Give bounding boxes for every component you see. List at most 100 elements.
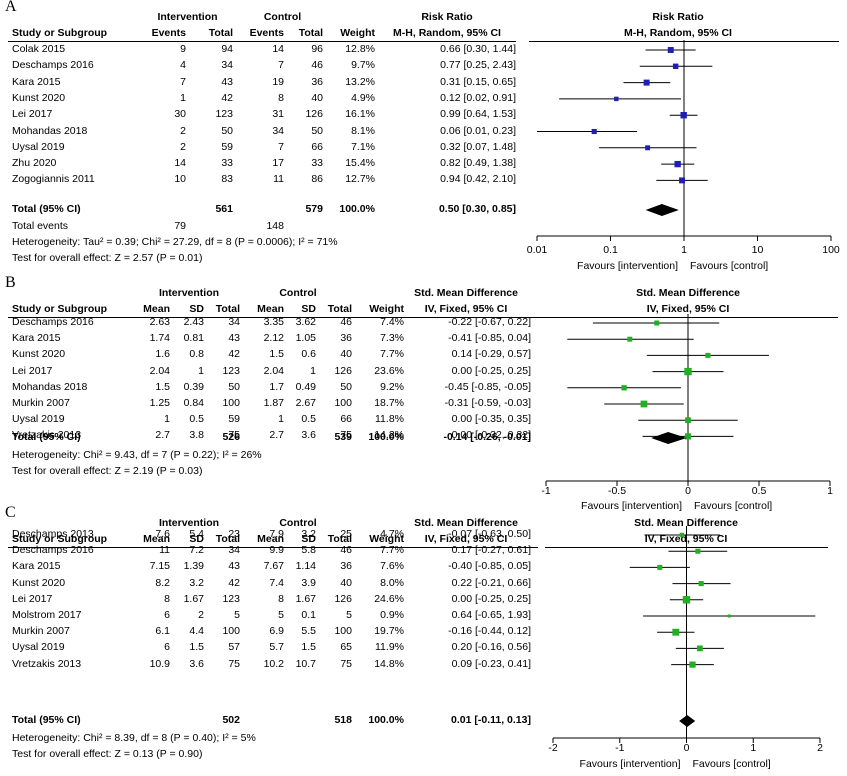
study-cell: 65 — [340, 641, 352, 654]
study-cell: 0.5 — [301, 413, 316, 426]
study-effect-ci: -0.31 [-0.59, -0.03] — [444, 397, 531, 409]
column-header: Mean — [257, 303, 284, 315]
study-cell: 7.4 — [269, 576, 284, 589]
study-cell: 59 — [228, 413, 240, 426]
effect-subheader: IV, Fixed, 95% CI — [424, 533, 508, 545]
total-events-intervention: 79 — [174, 220, 186, 232]
group-header: Intervention — [158, 517, 220, 529]
study-cell: 25 — [340, 528, 352, 540]
effect-square — [657, 564, 663, 570]
study-cell: 1 — [278, 413, 284, 426]
study-cell: 11 — [159, 544, 170, 557]
pooled-effect-diamond — [679, 715, 696, 727]
study-cell: 1.67 — [183, 592, 204, 605]
study-cell: 19.7% — [374, 625, 404, 638]
study-cell: 9.9 — [269, 544, 284, 557]
study-cell: 9 — [180, 43, 186, 55]
study-cell: 40 — [340, 348, 352, 361]
study-cell: 66 — [311, 140, 323, 153]
study-name: Lei 2017 — [12, 364, 53, 377]
study-cell: 75 — [228, 429, 240, 442]
study-cell: 6 — [164, 609, 170, 621]
study-name: Molstrom 2017 — [12, 609, 82, 621]
study-cell: 123 — [222, 592, 240, 605]
column-header: Total — [298, 27, 323, 39]
study-cell: 7.7% — [380, 348, 404, 361]
effect-square — [695, 548, 701, 554]
favours-intervention-label: Favours [intervention] — [581, 500, 682, 512]
x-tick-label: 0.1 — [603, 244, 618, 256]
effect-square — [685, 417, 691, 424]
heterogeneity-note: Heterogeneity: Tau² = 0.39; Chi² = 27.29… — [12, 236, 338, 248]
study-name: Deschamps 2016 — [12, 59, 94, 72]
study-effect-ci: 0.82 [0.49, 1.38] — [440, 157, 516, 170]
study-cell: 46 — [340, 316, 352, 328]
effect-square — [621, 385, 627, 391]
study-cell: 2.43 — [183, 316, 204, 328]
favours-control-label: Favours [control] — [693, 758, 771, 770]
favours-control-label: Favours [control] — [690, 260, 768, 272]
study-cell: 19 — [272, 75, 284, 88]
study-name: Lei 2017 — [12, 592, 53, 605]
total-events-label: Total events — [12, 220, 69, 232]
plot-subheader: M-H, Random, 95% CI — [624, 27, 732, 39]
effect-square — [680, 111, 687, 119]
effect-subheader: IV, Fixed, 95% CI — [424, 303, 508, 315]
panel-letter: A — [5, 0, 17, 15]
study-cell: 7 — [180, 75, 186, 88]
study-name: Lei 2017 — [12, 108, 53, 121]
effect-header: Std. Mean Difference — [414, 287, 518, 299]
column-header: Weight — [369, 533, 404, 545]
study-cell: 8.0% — [380, 576, 404, 589]
study-cell: 9.2% — [380, 380, 404, 393]
study-cell: 50 — [340, 380, 352, 393]
study-cell: 14 — [174, 157, 186, 170]
study-cell: 40 — [311, 91, 323, 104]
study-cell: 0.39 — [183, 380, 204, 393]
column-header: Events — [151, 27, 186, 39]
favours-intervention-label: Favours [intervention] — [580, 758, 681, 770]
study-cell: 14.2% — [374, 429, 404, 442]
study-cell: 36 — [340, 332, 352, 345]
plot-header: Std. Mean Difference — [636, 287, 740, 299]
plot-header: Std. Mean Difference — [634, 517, 738, 529]
effect-square — [654, 320, 660, 326]
study-name: Kunst 2020 — [12, 348, 66, 361]
study-effect-ci: 0.64 [-0.65, 1.93] — [451, 609, 531, 621]
study-cell: 4.4 — [189, 625, 204, 638]
study-cell: 7.2 — [189, 544, 204, 557]
study-cell: 0.5 — [189, 413, 204, 426]
column-header: Total — [208, 27, 233, 39]
column-header: Total — [327, 303, 352, 315]
effect-square — [698, 581, 704, 587]
study-name: Uysal 2019 — [12, 140, 65, 153]
study-effect-ci: -0.41 [-0.85, 0.04] — [448, 332, 531, 345]
panel-letter: C — [5, 504, 16, 521]
study-cell: 57 — [228, 641, 240, 654]
total-cell: 539 — [334, 431, 352, 443]
study-cell: 1.39 — [183, 560, 204, 573]
study-cell: 7.6 — [155, 528, 170, 540]
study-cell: 2.04 — [149, 364, 170, 377]
study-effect-ci: 0.14 [-0.29, 0.57] — [451, 348, 531, 361]
column-header: Mean — [143, 303, 170, 315]
study-cell: 1 — [310, 364, 316, 377]
study-cell: 9.7% — [351, 59, 375, 72]
x-tick-label: 100 — [822, 244, 840, 256]
study-cell: 36 — [340, 560, 352, 573]
study-cell: 3.6 — [301, 429, 316, 442]
study-effect-ci: 0.94 [0.42, 2.10] — [440, 173, 516, 186]
study-cell: 0.81 — [183, 332, 204, 345]
study-cell: 11 — [273, 173, 284, 186]
column-header: Total — [215, 303, 240, 315]
study-effect-ci: -0.16 [-0.44, 0.12] — [448, 625, 531, 638]
study-effect-ci: 0.22 [-0.21, 0.66] — [451, 576, 531, 589]
study-cell: 24.6% — [374, 592, 404, 605]
study-cell: 10.2 — [263, 657, 284, 670]
effect-square — [614, 96, 619, 102]
study-cell: 7.4% — [380, 316, 404, 328]
study-effect-ci: 0.12 [0.02, 0.91] — [440, 91, 516, 104]
group-header: Control — [263, 11, 302, 23]
study-cell: 12.8% — [345, 43, 375, 55]
effect-header: Std. Mean Difference — [414, 517, 518, 529]
